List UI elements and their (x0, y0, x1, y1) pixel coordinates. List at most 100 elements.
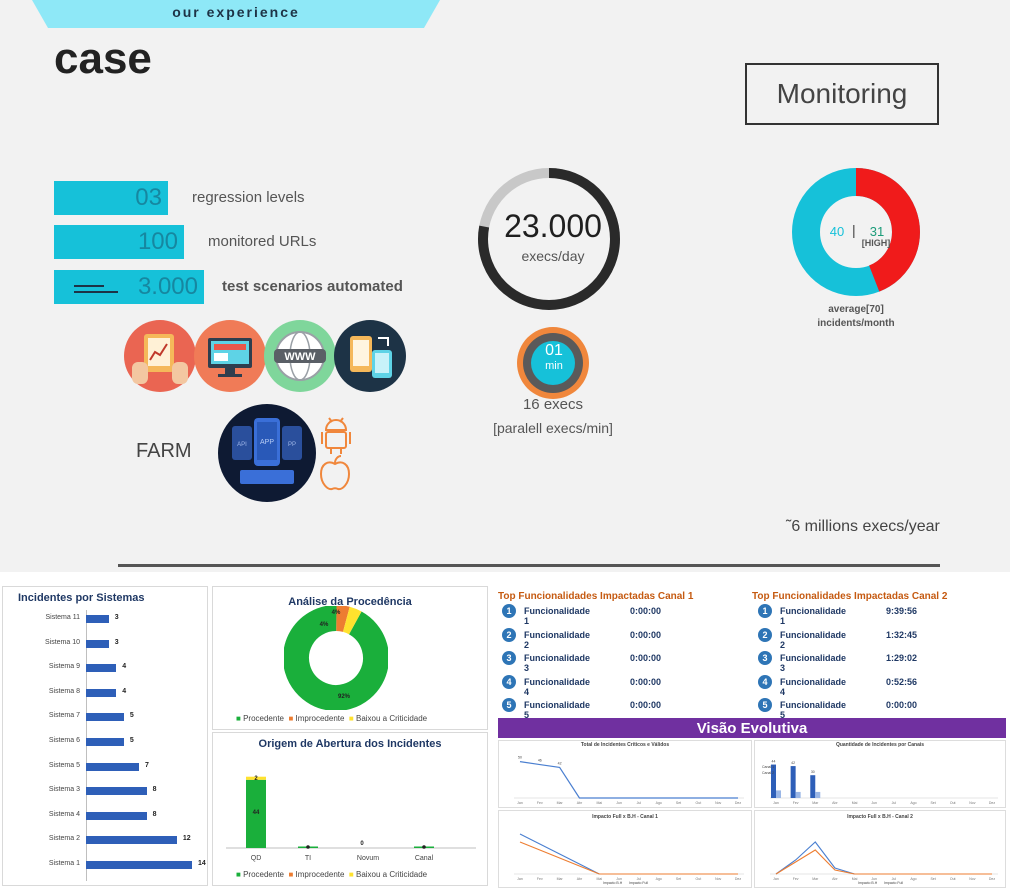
rank-badge: 1 (502, 604, 516, 618)
funcionalidade-time: 0:00:00 (630, 629, 662, 640)
apple-icon (319, 455, 351, 491)
chart4-month-label: Mar (812, 877, 819, 881)
www-text: WWW (284, 351, 316, 363)
chart4-legend-entry: Impacto B.H (858, 881, 878, 885)
chart3-month-label: Out (696, 877, 702, 881)
sys-value: 5 (129, 737, 134, 744)
analise-slice-label: 92% (338, 694, 351, 700)
chart4-month-label: Jul (892, 877, 897, 881)
sys-bar (86, 713, 124, 722)
legend-baixou: Baixou a Criticidade (355, 714, 428, 723)
funcionalidade-name: Funcionalidade 1 (524, 606, 591, 626)
sys-label: Sistema 5 (48, 761, 80, 769)
visao-chart1-plot: Jan Fev Mar Abr Mai Jun Jul Ago Set Out Nov Dez 50 46… (514, 756, 744, 805)
chart2-month-label: Jun (871, 801, 877, 805)
chart1-month-label: Abr (577, 801, 583, 805)
incidentes-sistemas-panel (2, 586, 208, 886)
legend-swatch: ■ (288, 870, 294, 879)
ribbon-banner (32, 0, 440, 28)
sys-bar (86, 787, 147, 796)
funcionalidade-name: Funcionalidade 4 (780, 676, 847, 697)
chart3-month-label: Ago (656, 877, 662, 881)
chart1-month-label: Nov (715, 801, 721, 805)
rank-badge: 3 (502, 651, 516, 665)
tablet-chart-icon (124, 320, 196, 392)
chart2-bar-canal2 (795, 791, 801, 798)
legend-swatch: ■ (236, 714, 241, 723)
sys-label: Sistema 7 (48, 712, 80, 720)
sys-value: 3 (114, 638, 119, 646)
sys-bar (86, 811, 147, 820)
rank-badge: 5 (502, 698, 516, 712)
chart2-legend-entry: Canal 2 (762, 771, 774, 775)
rank-badge: 2 (502, 627, 516, 642)
legend-baixou: Baixou a Criticidade (355, 870, 428, 879)
sys-label: Sistema 3 (48, 786, 80, 794)
chart2-data-label: 42 (791, 761, 795, 765)
sys-value: 4 (122, 687, 127, 695)
sys-label: Sistema 10 (44, 638, 80, 646)
funcionalidade-name: Funcionalidade 2 (780, 629, 847, 650)
chart2-month-label: Mai (852, 801, 858, 805)
visao-chart4-plot: Jan Fev Mar Abr Mai Jun Jul Ago Set Out Nov Dez Impa… (770, 841, 998, 885)
rank-badge: 3 (758, 651, 772, 665)
funcionalidade-time: 0:00:00 (630, 700, 662, 710)
farm-app-text: APP (260, 439, 274, 446)
funcionalidade-time: 0:00:00 (630, 653, 662, 663)
legend-swatch: ■ (288, 714, 294, 723)
origem-data-label: 2 (254, 776, 258, 782)
rank-badge: 4 (758, 674, 772, 689)
chart1-data-label: 46 (538, 759, 542, 763)
visao-chart3-title: Impacto Full x B.H - Canal 1 (592, 814, 658, 820)
sys-value: 12 (182, 835, 191, 843)
yearly-execs: ˜6 millions execs/year (786, 518, 940, 535)
chart1-data-label: 42 (558, 761, 562, 765)
chart2-month-label: Jul (892, 801, 897, 805)
sys-bar (86, 836, 177, 845)
funcionalidade-name: Funcionalidade 5 (524, 700, 591, 720)
incidents-separator: | (852, 222, 856, 238)
funcionalidade-time: 0:00:00 (630, 676, 662, 687)
chart3-month-label: Jul (637, 877, 642, 881)
scenario-line (74, 291, 118, 293)
funcionalidade-time: 1:32:45 (886, 629, 918, 640)
chart2-bar-canal2 (815, 791, 821, 798)
chart2-month-label: Set (930, 801, 935, 805)
chart1-month-label: Ago (656, 801, 662, 805)
incidents-high-value: 31 (869, 224, 885, 239)
farm-api-text: API (237, 442, 247, 448)
incidents-donut (792, 168, 920, 296)
monitor-icon (194, 320, 266, 392)
chart2-data-label: 44 (772, 760, 776, 764)
chart3-month-label: Set (676, 877, 681, 881)
chart1-month-label: Out (696, 801, 702, 805)
chart2-bar-canal1 (810, 775, 816, 798)
rank-badge: 2 (758, 627, 772, 642)
chart2-month-label: Dez (989, 801, 995, 805)
origem-bar-procedente (246, 779, 266, 848)
incidents-low-value: 40 (829, 224, 845, 239)
analise-slice-label: 4% (320, 622, 329, 628)
chart2-data-label: 30 (811, 770, 815, 774)
chart2-month-label: Fev (793, 801, 799, 805)
legend-swatch: ■ (348, 870, 354, 879)
visao-chart2-title: Quantidade de Incidentes por Canais (835, 742, 925, 748)
parallel-execs-count: 16 execs (522, 396, 584, 413)
chart2-bar-canal2 (776, 790, 781, 798)
kpi-urls-value: 100 (54, 225, 184, 259)
chart4-full-line (775, 841, 992, 875)
visao-chart4-title: Impacto Full x B.H - Canal 2 (847, 814, 913, 820)
devices-icon (334, 320, 406, 392)
origem-chart: QD TI Novum Canal 44 2 0 (226, 776, 476, 862)
funcionalidade-name: Funcionalidade 3 (780, 653, 847, 673)
sys-bar (86, 615, 109, 623)
execs-per-day-unit: execs/day (521, 248, 585, 264)
execs-per-day-value: 23.000 (504, 208, 602, 244)
farm-label: FARM (136, 440, 192, 462)
origem-data-label: 0 (360, 841, 364, 847)
chart3-month-label: Mai (596, 877, 602, 881)
visao-chart1-title: Total de Incidentes Críticos e Válidos (580, 742, 670, 748)
chart1-month-label: Fev (537, 801, 543, 805)
chart2-month-label: Nov (969, 801, 975, 805)
chart3-full-line (519, 833, 738, 875)
